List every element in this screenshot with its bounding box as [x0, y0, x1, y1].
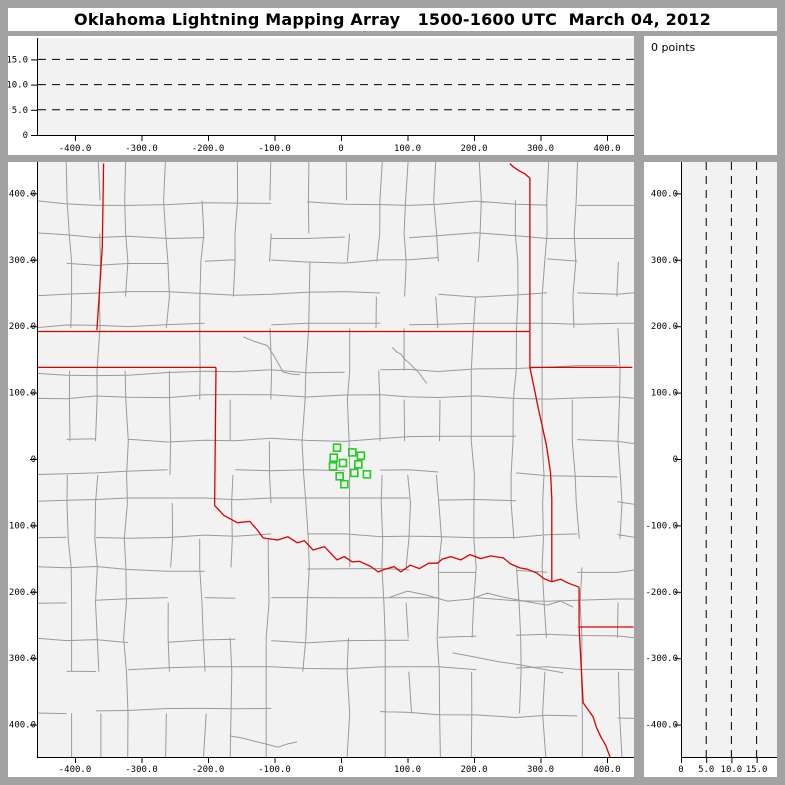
- ns-distance-tick-label: -300.0: [645, 654, 678, 664]
- ns-distance-tick-label: 200.0: [9, 322, 36, 332]
- ns-distance-tick-label: 300.0: [9, 256, 36, 266]
- ew-distance-tick-label: -400.0: [59, 765, 92, 775]
- lma-station-marker: [353, 459, 363, 469]
- lma-station-marker: [339, 479, 349, 489]
- lma-station-marker: [362, 469, 372, 479]
- ew-distance-tick-label: 200.0: [460, 765, 487, 775]
- lma-station-marker: [332, 443, 342, 453]
- river-boundary: [390, 590, 574, 608]
- title-bar: Oklahoma Lightning Mapping Array 1500-16…: [8, 8, 777, 31]
- altitude-gridlines-layer: [705, 162, 758, 757]
- ew-distance-tick-label: -200.0: [192, 765, 225, 775]
- altitude-ns-panel: 400.0 300.0 200.0 100.0 0 -100.0 -200.0 -300.0 -…: [644, 162, 777, 777]
- points-count-label: 0 points: [651, 41, 696, 54]
- ew-distance-tick-label: 0: [338, 765, 343, 775]
- altitude-ew-chart: 0 5.0 10.0 15.0 -400.0 -300.0 -200.0 -100.0 0 100…: [8, 38, 634, 154]
- altitude-tick-label: 15.0: [746, 765, 768, 775]
- altitude-tick-label: 5.0: [12, 106, 28, 116]
- ew-distance-tick-label: -200.0: [192, 144, 225, 154]
- lma-station-marker: [329, 453, 339, 463]
- map-layers: [37, 162, 634, 758]
- altitude-ns-plot-area[interactable]: [681, 162, 777, 758]
- state-border: [214, 505, 553, 583]
- river-boundary: [229, 735, 298, 748]
- ns-distance-tick-label: -300.0: [8, 654, 36, 664]
- altitude-ns-chart: 400.0 300.0 200.0 100.0 0 -100.0 -200.0 -300.0 -…: [645, 162, 777, 775]
- ns-distance-tick-label: 0: [673, 455, 678, 465]
- ew-distance-tick-label: -100.0: [258, 765, 291, 775]
- ew-distance-tick-label: 100.0: [394, 144, 421, 154]
- altitude-ew-plot-area[interactable]: [37, 38, 634, 135]
- altitude-tick-label: 0: [678, 765, 683, 775]
- ns-distance-tick-label: 300.0: [651, 256, 678, 266]
- lma-station-marker: [328, 461, 338, 471]
- ew-distance-tick-label: 400.0: [593, 144, 620, 154]
- ns-distance-tick-label: -400.0: [8, 721, 36, 731]
- ns-distance-tick-label: -400.0: [645, 721, 678, 731]
- ew-distance-tick-label: 0: [338, 144, 343, 154]
- ew-distance-tick-label: -400.0: [59, 144, 92, 154]
- altitude-tick-label: 10.0: [721, 765, 743, 775]
- river-boundary: [243, 336, 300, 376]
- points-count-panel: 0 points: [644, 36, 777, 155]
- river-boundary: [391, 347, 428, 384]
- ns-distance-tick-label: 100.0: [651, 389, 678, 399]
- lma-station-marker: [349, 468, 359, 478]
- axes-layer: 0 5.0 10.0 15.0 -400.0 -300.0 -200.0 -100.0 0 100…: [8, 38, 634, 154]
- ns-distance-tick-label: 100.0: [9, 389, 36, 399]
- ns-distance-tick-label: 400.0: [9, 189, 36, 199]
- ew-distance-tick-label: 200.0: [460, 144, 487, 154]
- river-boundary: [452, 652, 564, 674]
- altitude-tick-label: 5.0: [698, 765, 714, 775]
- river-boundaries-layer: [229, 336, 574, 748]
- ns-distance-tick-label: -100.0: [8, 521, 36, 531]
- axes-layer: 400.0 300.0 200.0 100.0 0 -100.0 -200.0 -300.0 -…: [8, 162, 634, 775]
- ns-distance-tick-label: 0: [31, 455, 36, 465]
- altitude-ew-panel: 0 5.0 10.0 15.0 -400.0 -300.0 -200.0 -100.0 0 100…: [8, 36, 634, 155]
- ew-distance-tick-label: -100.0: [258, 144, 291, 154]
- altitude-tick-label: 15.0: [8, 55, 28, 65]
- ns-distance-tick-label: 200.0: [651, 322, 678, 332]
- ns-distance-tick-label: -100.0: [645, 521, 678, 531]
- state-border: [529, 367, 553, 582]
- window-title: Oklahoma Lightning Mapping Array 1500-16…: [74, 10, 711, 29]
- state-border: [96, 163, 105, 331]
- state-border: [213, 367, 217, 506]
- ew-distance-tick-label: -300.0: [125, 144, 158, 154]
- plan-view-map-panel: 400.0 300.0 200.0 100.0 0 -100.0 -200.0 -300.0 -…: [8, 162, 634, 777]
- ns-distance-tick-label: -200.0: [8, 588, 36, 598]
- state-border: [578, 587, 611, 758]
- axes-layer: 400.0 300.0 200.0 100.0 0 -100.0 -200.0 -300.0 -…: [645, 162, 777, 775]
- plan-view-plot-area[interactable]: [37, 162, 634, 758]
- station-markers-layer: [328, 443, 372, 489]
- lma-station-marker: [356, 451, 366, 461]
- ns-distance-tick-label: -200.0: [645, 588, 678, 598]
- ew-distance-tick-label: 400.0: [593, 765, 620, 775]
- state-border: [551, 578, 580, 588]
- ew-distance-tick-label: 300.0: [527, 144, 554, 154]
- altitude-gridlines-layer: [38, 58, 634, 111]
- plan-view-map-chart: 400.0 300.0 200.0 100.0 0 -100.0 -200.0 -300.0 -…: [8, 162, 634, 775]
- altitude-tick-label: 10.0: [8, 81, 28, 91]
- state-borders-layer: [37, 163, 634, 758]
- ew-distance-tick-label: 100.0: [394, 765, 421, 775]
- county-lines-layer: [37, 162, 634, 758]
- lma-station-marker: [338, 458, 348, 468]
- lma-station-marker: [347, 448, 357, 457]
- ew-distance-tick-label: 300.0: [527, 765, 554, 775]
- lma-station-marker: [335, 471, 345, 481]
- altitude-tick-label: 0: [23, 131, 28, 141]
- ns-distance-tick-label: 400.0: [651, 189, 678, 199]
- ew-distance-tick-label: -300.0: [125, 765, 158, 775]
- state-border: [509, 163, 531, 368]
